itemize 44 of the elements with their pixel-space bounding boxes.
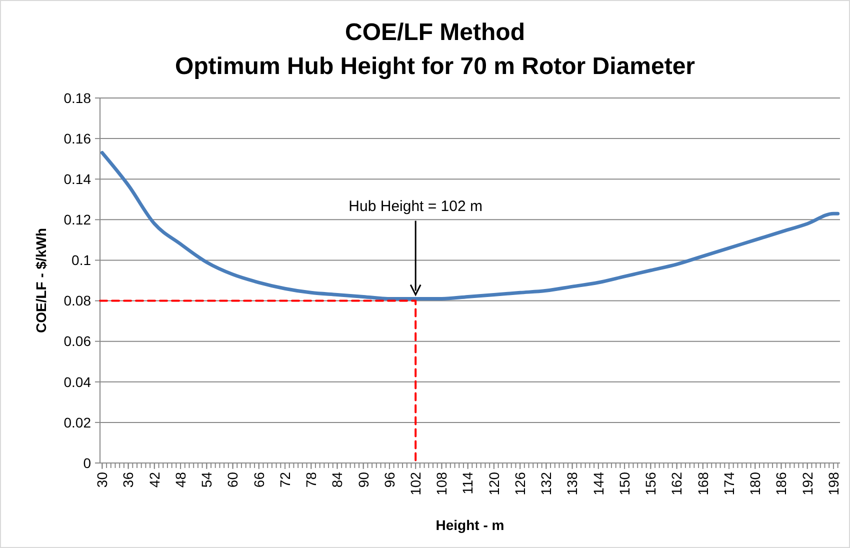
x-tick-label: 144 xyxy=(590,472,606,496)
x-tick-label: 96 xyxy=(381,472,398,488)
x-tick-label: 132 xyxy=(538,472,554,496)
y-tick-label: 0.14 xyxy=(64,171,92,188)
y-tick-label: 0.1 xyxy=(72,252,92,268)
x-tick-label: 198 xyxy=(825,472,842,496)
y-tick-label: 0.16 xyxy=(64,130,92,146)
x-tick-label: 156 xyxy=(642,472,659,496)
x-tick-label: 168 xyxy=(694,472,711,496)
x-tick-label: 42 xyxy=(146,472,162,488)
y-tick-label: 0.06 xyxy=(64,333,92,350)
x-tick-label: 60 xyxy=(224,472,241,488)
y-tick-label: 0 xyxy=(83,454,92,471)
y-tick-label: 0.04 xyxy=(64,374,92,390)
y-axis-title: COE/LF - $/kWh xyxy=(33,228,49,333)
x-tick-label: 102 xyxy=(407,472,424,496)
x-tick-label: 114 xyxy=(460,472,476,494)
x-tick-label: 90 xyxy=(355,472,372,488)
x-tick-label: 150 xyxy=(616,472,632,496)
y-tick-label: 0.12 xyxy=(64,212,92,228)
x-tick-label: 192 xyxy=(799,472,816,496)
annotation: Hub Height = 102 m xyxy=(348,198,482,215)
x-tick-label: 78 xyxy=(303,472,320,488)
x-tick-label: 54 xyxy=(198,472,215,488)
x-tick-label: 120 xyxy=(486,472,502,496)
x-tick-label: 108 xyxy=(434,472,450,496)
chart-subtitle: Optimum Hub Height for 70 m Rotor Diameter xyxy=(174,53,696,80)
x-tick-label: 180 xyxy=(747,472,764,496)
x-tick-label: 72 xyxy=(276,472,293,488)
x-tick-label: 126 xyxy=(512,472,528,496)
x-tick-label: 186 xyxy=(773,472,790,496)
x-tick-label: 30 xyxy=(94,472,110,488)
y-tick-label: 0.08 xyxy=(64,292,92,309)
x-tick-label: 84 xyxy=(329,472,346,488)
y-tick-label: 0.02 xyxy=(64,414,92,430)
x-tick-label: 36 xyxy=(120,472,136,488)
x-tick-label: 48 xyxy=(172,472,188,488)
x-axis-title: Height - m xyxy=(436,517,504,533)
x-tick-label: 162 xyxy=(668,472,685,496)
x-tick-label: 174 xyxy=(720,472,737,496)
y-tick-label: 0.18 xyxy=(64,90,92,106)
chart-title: COE/LF Method xyxy=(345,19,525,46)
x-tick-label: 138 xyxy=(564,472,580,496)
x-tick-label: 66 xyxy=(250,472,267,488)
